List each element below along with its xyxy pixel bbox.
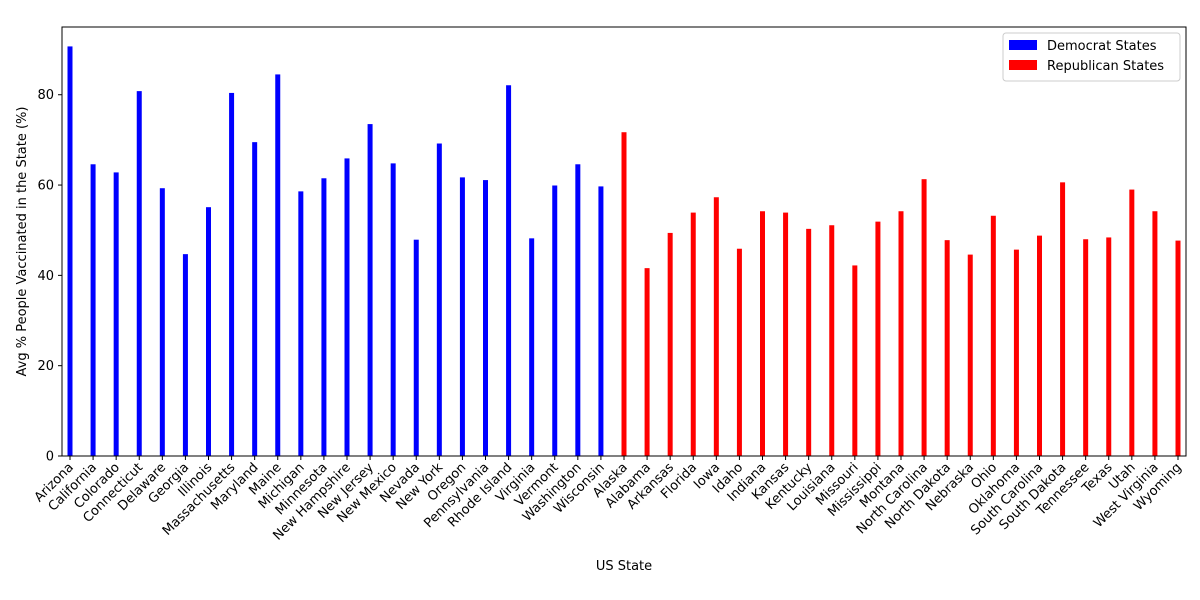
bars-group [67, 46, 1181, 457]
y-tick-label: 20 [37, 359, 54, 374]
bar-virginia [529, 238, 535, 456]
bar-michigan [298, 191, 304, 456]
bar-arizona [67, 46, 73, 457]
bar-illinois [206, 207, 211, 456]
legend-swatch-democrat [1009, 40, 1037, 50]
bar-kentucky [806, 228, 812, 456]
bar-new-york [436, 143, 442, 456]
y-axis-label: Avg % People Vaccinated in the State (%) [15, 107, 30, 377]
x-axis-label: US State [596, 559, 652, 574]
y-axis-ticks: 0 20 40 60 80 [37, 88, 62, 465]
legend-label-republican: Republican States [1047, 59, 1164, 74]
bar-georgia [182, 254, 188, 456]
bar-wisconsin [598, 186, 604, 456]
bar-massachusetts [229, 92, 235, 457]
bar-wyoming [1175, 240, 1181, 456]
bar-arkansas [667, 232, 673, 456]
legend: Democrat States Republican States [1002, 32, 1181, 82]
bar-north-carolina [921, 179, 927, 456]
bar-maine [275, 74, 281, 457]
bar-mississippi [875, 221, 881, 456]
bar-connecticut [136, 91, 142, 457]
bar-ohio [990, 215, 996, 456]
bar-oregon [459, 177, 465, 456]
bar-washington [575, 164, 581, 456]
bar-nebraska [967, 254, 973, 456]
legend-label-democrat: Democrat States [1047, 39, 1157, 54]
bar-louisiana [829, 225, 835, 456]
bar-missouri [852, 265, 858, 456]
legend-box [1002, 32, 1181, 82]
x-axis-ticks: ArizonaCaliforniaColoradoConnecticutDela… [32, 456, 1185, 544]
bar-tennessee [1083, 239, 1089, 456]
bar-utah [1129, 189, 1135, 456]
bar-idaho [736, 248, 742, 456]
bar-new-hampshire [344, 158, 350, 456]
bar-kansas [783, 212, 789, 456]
bar-texas [1106, 237, 1112, 456]
bar-indiana [760, 211, 765, 456]
bar-colorado [113, 172, 119, 456]
bar-pennsylvania [483, 180, 488, 456]
bar-rhode-island [506, 85, 512, 456]
bar-alabama [644, 268, 650, 456]
bar-california [90, 164, 96, 456]
bar-nevada [413, 239, 419, 456]
y-tick-label: 80 [37, 88, 54, 103]
bar-new-mexico [390, 163, 396, 456]
bar-florida [690, 212, 696, 456]
bar-montana [898, 211, 904, 456]
bar-maryland [252, 142, 258, 456]
bar-iowa [713, 197, 719, 456]
bar-alaska [621, 132, 627, 456]
bar-minnesota [321, 178, 327, 456]
bar-south-dakota [1060, 182, 1066, 456]
y-tick-label: 0 [46, 450, 54, 465]
y-tick-label: 60 [37, 179, 54, 194]
bar-new-jersey [367, 124, 373, 456]
plot-frame [61, 26, 1187, 457]
bar-delaware [159, 188, 165, 456]
bar-vermont [552, 185, 558, 456]
legend-swatch-republican [1009, 60, 1037, 70]
bar-oklahoma [1013, 249, 1019, 456]
y-tick-label: 40 [37, 269, 54, 284]
bar-south-carolina [1037, 235, 1042, 456]
bar-west-virginia [1152, 211, 1158, 456]
bar-north-dakota [944, 240, 950, 456]
